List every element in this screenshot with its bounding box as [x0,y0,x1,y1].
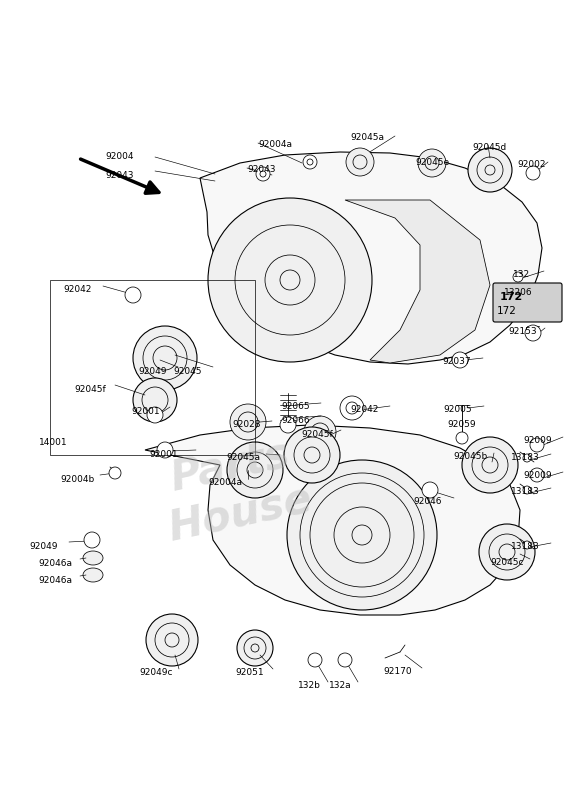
Text: 92045a: 92045a [226,453,260,462]
Circle shape [284,427,340,483]
Circle shape [523,486,531,494]
Bar [50,280,255,455]
Text: 92170: 92170 [383,667,412,676]
Text: 92046a: 92046a [38,559,72,568]
Circle shape [125,287,141,303]
Text: 92042: 92042 [63,285,91,294]
Text: 92004: 92004 [105,152,134,161]
Circle shape [256,167,270,181]
Ellipse shape [83,551,103,565]
Text: 13183: 13183 [511,487,540,496]
Circle shape [462,437,518,493]
Circle shape [146,614,198,666]
Text: 92153: 92153 [508,327,536,336]
Circle shape [422,482,438,498]
Ellipse shape [83,568,103,582]
Text: 92009: 92009 [523,471,551,480]
Text: 92004a: 92004a [208,478,242,487]
Text: 132a: 132a [329,681,351,690]
Text: 92065: 92065 [281,402,310,411]
Text: 13183: 13183 [511,453,540,462]
Text: 92028: 92028 [232,420,261,429]
Text: 92045: 92045 [173,367,202,376]
Circle shape [530,438,544,452]
Polygon shape [145,425,520,615]
Text: 132: 132 [513,270,530,279]
Circle shape [308,653,322,667]
Circle shape [338,653,352,667]
Text: 92045e: 92045e [415,158,449,167]
Text: 92002: 92002 [517,160,546,169]
Circle shape [523,541,531,549]
Text: 92045c: 92045c [490,558,524,567]
Circle shape [418,149,446,177]
Text: 132b: 132b [298,681,321,690]
Circle shape [109,467,121,479]
Text: 13206: 13206 [504,288,532,297]
Circle shape [237,630,273,666]
Circle shape [280,417,296,433]
Circle shape [133,378,177,422]
Circle shape [157,442,173,458]
Text: 92001: 92001 [131,407,160,416]
Text: 92049: 92049 [138,367,166,376]
Text: 92046: 92046 [413,497,442,506]
Text: 92043: 92043 [105,171,134,180]
Text: 92005: 92005 [443,405,472,414]
Text: 92051: 92051 [235,668,264,677]
Text: 92004b: 92004b [60,475,94,484]
Text: 14001: 14001 [39,438,68,447]
Text: 92009: 92009 [523,436,551,445]
Circle shape [530,468,544,482]
Text: 92037: 92037 [442,357,470,366]
Circle shape [227,442,283,498]
Circle shape [513,272,523,282]
Circle shape [523,454,531,462]
Text: 92046a: 92046a [38,576,72,585]
Circle shape [452,352,468,368]
Circle shape [346,148,374,176]
Circle shape [526,166,540,180]
Polygon shape [345,200,490,363]
Circle shape [340,396,364,420]
Circle shape [287,460,437,610]
Circle shape [468,148,512,192]
Text: 92066: 92066 [281,416,310,425]
Text: 92045f: 92045f [301,430,333,439]
Text: 92049: 92049 [29,542,57,551]
Text: 92045f: 92045f [74,385,106,394]
FancyBboxPatch shape [493,283,562,322]
Text: 92045a: 92045a [350,133,384,142]
Text: 13183: 13183 [511,542,540,551]
Text: 92045d: 92045d [472,143,506,152]
Text: 92001: 92001 [149,450,177,459]
Text: 92043: 92043 [247,165,276,174]
Circle shape [84,532,100,548]
Circle shape [456,432,468,444]
Circle shape [147,407,163,423]
Text: 92004a: 92004a [258,140,292,149]
Text: 92042: 92042 [350,405,379,414]
Circle shape [133,326,197,390]
Polygon shape [200,152,542,364]
Circle shape [479,524,535,580]
Text: 92049c: 92049c [139,668,172,677]
Text: Parts
House: Parts House [154,430,316,550]
Text: 172: 172 [500,292,523,302]
Circle shape [208,198,372,362]
Text: 92045b: 92045b [453,452,487,461]
Text: 172: 172 [497,306,517,316]
Circle shape [525,325,541,341]
Circle shape [303,155,317,169]
Circle shape [230,404,266,440]
Text: 92059: 92059 [447,420,476,429]
Circle shape [304,416,336,448]
